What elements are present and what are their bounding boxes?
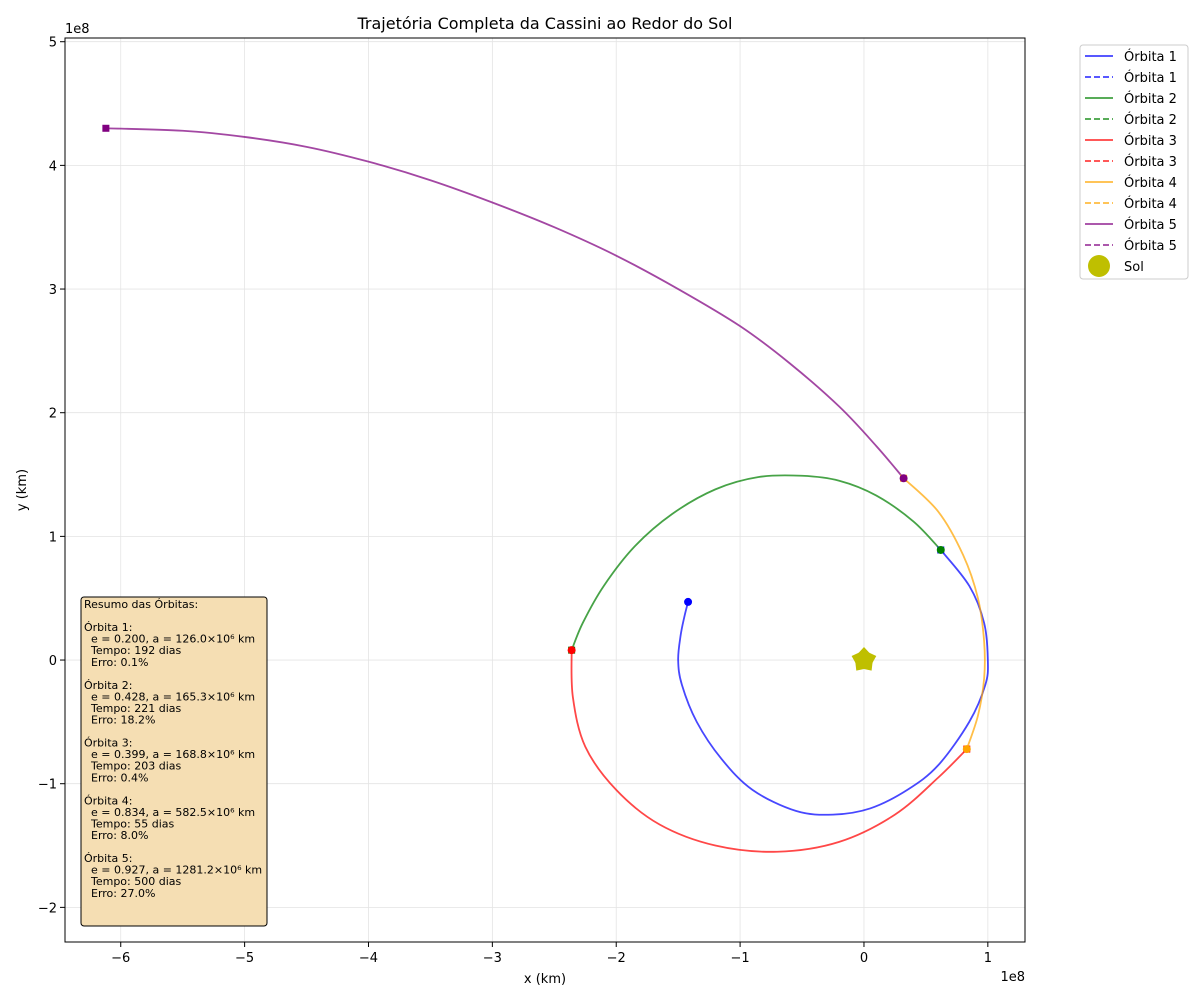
- summary-line: Resumo das Órbitas:: [84, 598, 198, 611]
- summary-line: Órbita 1:: [84, 621, 132, 634]
- x-tick-label: −1: [731, 951, 750, 966]
- summary-line: e = 0.399, a = 168.8×10⁶ km: [84, 748, 255, 761]
- y-tick-label: 1: [49, 530, 57, 545]
- x-tick-label: 1: [984, 951, 992, 966]
- y-axis-scale-label: 1e8: [65, 22, 90, 37]
- y-tick-label: 0: [49, 654, 57, 669]
- orbit-4-start-point: [962, 745, 971, 754]
- summary-line: e = 0.834, a = 582.5×10⁶ km: [84, 806, 255, 819]
- summary-line: e = 0.927, a = 1281.2×10⁶ km: [84, 864, 262, 877]
- legend: Órbita 1 Órbita 1 Órbita 2 Órbita 2 Órbita 3…: [1079, 44, 1189, 280]
- legend-label: Órbita 3: [1124, 154, 1177, 170]
- summary-line: Tempo: 203 dias: [84, 760, 182, 773]
- summary-line: Tempo: 192 dias: [84, 644, 182, 657]
- sun-marker-core: [854, 651, 873, 670]
- orbit-1-start-point: [684, 597, 693, 606]
- y-tick-label: 5: [49, 36, 57, 51]
- legend-label: Órbita 1: [1124, 49, 1177, 65]
- summary-line: Órbita 5:: [84, 852, 132, 865]
- y-axis-ticks: −2 −1 0 1 2 3 4 5: [38, 36, 65, 916]
- y-axis-label: y (km): [15, 469, 30, 511]
- legend-sun-marker: [1088, 255, 1110, 277]
- x-tick-label: −2: [607, 951, 626, 966]
- legend-label: Sol: [1124, 260, 1144, 275]
- legend-label: Órbita 3: [1124, 133, 1177, 149]
- orbit-2-start-point: [936, 545, 945, 554]
- summary-line: Tempo: 55 dias: [84, 817, 175, 830]
- orbit-2-line: [570, 474, 942, 651]
- x-axis-scale-label: 1e8: [1000, 970, 1025, 985]
- legend-label: Órbita 5: [1124, 217, 1177, 233]
- summary-line: Órbita 4:: [84, 794, 132, 807]
- summary-line: Erro: 27.0%: [84, 887, 155, 900]
- y-tick-label: −2: [38, 901, 57, 916]
- orbit-series: [105, 127, 989, 853]
- y-tick-label: −1: [38, 778, 57, 793]
- x-tick-label: −6: [111, 951, 130, 966]
- x-axis-label: x (km): [524, 972, 566, 987]
- summary-line: Erro: 18.2%: [84, 714, 155, 727]
- legend-label: Órbita 2: [1124, 112, 1177, 128]
- summary-box-background: [80, 596, 268, 927]
- orbit-5-end-point: [102, 124, 110, 132]
- legend-label: Órbita 5: [1124, 238, 1177, 254]
- chart-title: Trajetória Completa da Cassini ao Redor …: [357, 14, 733, 33]
- summary-line: Erro: 0.4%: [84, 771, 148, 784]
- summary-line: Tempo: 221 dias: [84, 702, 182, 715]
- x-tick-label: −5: [235, 951, 254, 966]
- orbit-5-start-point: [899, 474, 908, 483]
- x-axis-ticks: −6 −5 −4 −3 −2 −1 0 1: [111, 942, 992, 966]
- x-tick-label: 0: [860, 951, 868, 966]
- orbit-5-line: [105, 127, 905, 479]
- summary-line: Erro: 8.0%: [84, 829, 148, 842]
- orbit-3-start-point: [567, 646, 576, 655]
- orbit-1-line: [677, 549, 989, 816]
- summary-line: e = 0.200, a = 126.0×10⁶ km: [84, 633, 255, 646]
- orbit-3-line: [570, 650, 968, 853]
- legend-label: Órbita 4: [1124, 175, 1177, 191]
- summary-line: Órbita 2:: [84, 679, 132, 692]
- orbit-markers: [102, 124, 971, 754]
- orbit-summary-box: Resumo das Órbitas: Órbita 1: e = 0.200, …: [80, 596, 268, 927]
- legend-box: [1079, 44, 1189, 280]
- y-tick-label: 4: [49, 159, 57, 174]
- summary-line: Órbita 3:: [84, 737, 132, 750]
- orbit-4-line: [902, 477, 986, 750]
- summary-line: Tempo: 500 dias: [84, 875, 182, 888]
- summary-line: Erro: 0.1%: [84, 656, 148, 669]
- summary-line: e = 0.428, a = 165.3×10⁶ km: [84, 690, 255, 703]
- x-tick-label: −4: [359, 951, 378, 966]
- legend-label: Órbita 4: [1124, 196, 1177, 212]
- plot-frame: [64, 37, 1026, 943]
- y-tick-label: 2: [49, 407, 57, 422]
- x-tick-label: −3: [483, 951, 502, 966]
- y-tick-label: 3: [49, 283, 57, 298]
- legend-label: Órbita 2: [1124, 91, 1177, 107]
- legend-label: Órbita 1: [1124, 70, 1177, 86]
